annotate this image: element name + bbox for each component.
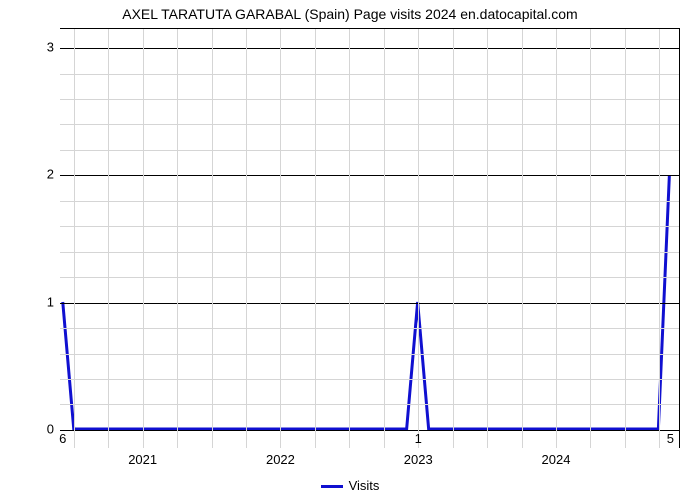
- x-minor-gridline: [177, 29, 178, 448]
- x-major-gridline: [418, 29, 419, 448]
- x-minor-gridline: [453, 29, 454, 448]
- x-tick-label: 2023: [404, 452, 433, 467]
- legend-swatch: [321, 485, 343, 488]
- y-minor-gridline: [60, 252, 679, 253]
- y-minor-gridline: [60, 150, 679, 151]
- x-major-gridline: [143, 29, 144, 448]
- y-minor-gridline: [60, 379, 679, 380]
- data-point-label: 1: [415, 431, 422, 446]
- y-minor-gridline: [60, 124, 679, 125]
- chart-title: AXEL TARATUTA GARABAL (Spain) Page visit…: [0, 6, 700, 22]
- x-tick-label: 2021: [128, 452, 157, 467]
- x-tick-label: 2022: [266, 452, 295, 467]
- y-major-gridline: [60, 430, 679, 431]
- y-major-gridline: [60, 303, 679, 304]
- x-major-gridline: [280, 29, 281, 448]
- y-minor-gridline: [60, 99, 679, 100]
- y-minor-gridline: [60, 354, 679, 355]
- x-minor-gridline: [74, 29, 75, 448]
- x-minor-gridline: [212, 29, 213, 448]
- y-tick-label: 2: [14, 167, 54, 182]
- chart-container: AXEL TARATUTA GARABAL (Spain) Page visit…: [0, 0, 700, 500]
- y-minor-gridline: [60, 277, 679, 278]
- x-minor-gridline: [590, 29, 591, 448]
- y-minor-gridline: [60, 404, 679, 405]
- y-tick-label: 3: [14, 40, 54, 55]
- x-tick-label: 2024: [542, 452, 571, 467]
- plot-area: [60, 28, 680, 448]
- y-minor-gridline: [60, 74, 679, 75]
- x-minor-gridline: [108, 29, 109, 448]
- y-minor-gridline: [60, 226, 679, 227]
- data-point-label: 6: [59, 431, 66, 446]
- y-minor-gridline: [60, 201, 679, 202]
- y-tick-label: 0: [14, 421, 54, 436]
- x-minor-gridline: [246, 29, 247, 448]
- line-series: [60, 29, 679, 448]
- x-minor-gridline: [487, 29, 488, 448]
- y-major-gridline: [60, 48, 679, 49]
- x-minor-gridline: [315, 29, 316, 448]
- x-minor-gridline: [659, 29, 660, 448]
- data-point-label: 5: [667, 431, 674, 446]
- x-minor-gridline: [349, 29, 350, 448]
- x-minor-gridline: [625, 29, 626, 448]
- x-minor-gridline: [384, 29, 385, 448]
- x-minor-gridline: [522, 29, 523, 448]
- y-minor-gridline: [60, 328, 679, 329]
- y-major-gridline: [60, 175, 679, 176]
- x-major-gridline: [556, 29, 557, 448]
- legend-label: Visits: [349, 478, 380, 493]
- y-tick-label: 1: [14, 294, 54, 309]
- legend: Visits: [0, 478, 700, 493]
